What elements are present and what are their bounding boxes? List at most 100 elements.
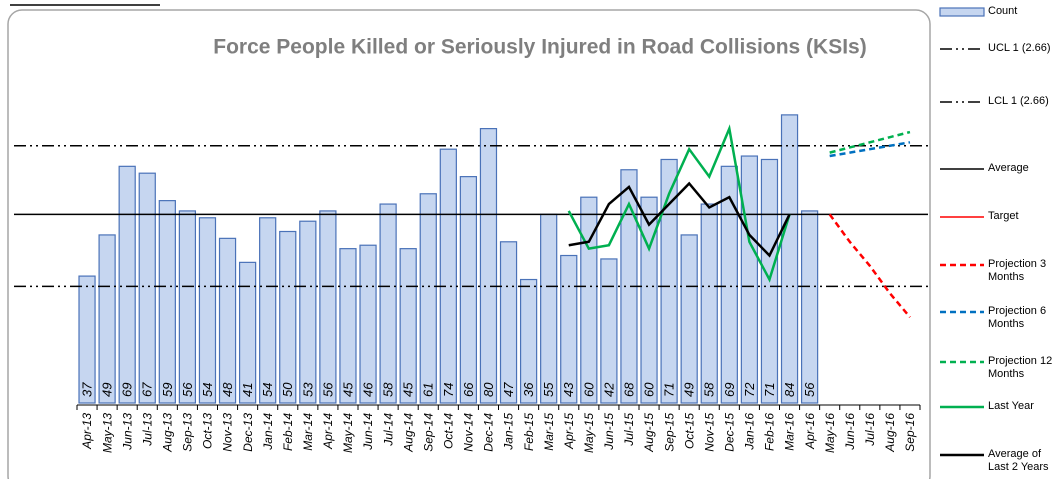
bar	[339, 248, 357, 404]
bar	[379, 203, 397, 404]
data-label: 69	[722, 383, 737, 397]
data-label: 41	[240, 383, 255, 397]
data-label: 53	[300, 382, 315, 397]
legend-label: UCL 1 (2.66)	[988, 42, 1051, 54]
x-tick-label: Oct-14	[441, 413, 455, 449]
legend-label: Projection 3 Months	[988, 258, 1047, 283]
chart-frame	[7, 9, 931, 479]
bar	[560, 254, 578, 404]
series-line	[829, 141, 911, 158]
bar	[439, 148, 457, 404]
x-tick-label: Feb-15	[522, 413, 536, 451]
x-tick-label: Sep-15	[662, 413, 676, 452]
x-tick-label: May-16	[823, 413, 837, 453]
bar	[259, 217, 277, 404]
x-tick-label: Jun-13	[120, 413, 134, 451]
data-label: 84	[782, 383, 797, 397]
bar	[98, 234, 116, 404]
bar	[78, 275, 96, 404]
x-tick-label: Sep-14	[421, 413, 435, 452]
bar	[138, 172, 156, 404]
data-label: 37	[79, 382, 94, 397]
x-tick-label: Feb-14	[281, 413, 295, 451]
bar	[780, 114, 799, 404]
data-label: 67	[140, 382, 155, 397]
x-tick-label: Jun-16	[843, 413, 857, 451]
series-line	[829, 130, 911, 154]
x-tick-label: Jan-16	[743, 413, 757, 451]
bar	[600, 258, 618, 404]
data-label: 72	[742, 382, 757, 397]
data-label: 46	[360, 382, 375, 397]
x-tick-label: Dec-14	[482, 413, 496, 452]
data-label: 69	[120, 383, 135, 397]
data-label: 60	[641, 382, 656, 397]
bar	[459, 176, 478, 404]
legend-label: Projection 6 Months	[988, 305, 1047, 330]
data-label: 80	[481, 382, 496, 397]
x-tick-label: Nov-13	[221, 413, 235, 452]
x-tick-label: Dec-13	[241, 413, 255, 452]
legend-label: Target	[988, 210, 1019, 222]
data-label: 50	[280, 382, 295, 397]
bar	[419, 193, 437, 404]
x-tick-label: Mar-16	[783, 413, 797, 451]
x-tick-label: Jan-14	[261, 413, 275, 451]
data-label: 56	[180, 382, 195, 397]
x-tick-label: Apr-15	[562, 413, 576, 450]
x-tick-label: Mar-15	[542, 413, 556, 451]
data-label: 66	[461, 382, 476, 397]
bar	[218, 237, 237, 404]
series-line	[568, 181, 791, 258]
x-tick-label: Jan-15	[502, 413, 516, 451]
legend-label: Average of Last 2 Years	[988, 448, 1049, 473]
legend-label: Average	[988, 162, 1029, 174]
bar	[319, 210, 337, 404]
x-tick-label: Nov-14	[462, 413, 476, 452]
bar	[359, 244, 377, 404]
x-tick-label: Feb-16	[763, 413, 777, 451]
bar	[279, 230, 297, 404]
data-label: 47	[501, 382, 516, 397]
data-label: 60	[581, 382, 596, 397]
data-label: 36	[521, 382, 536, 397]
data-label: 48	[220, 382, 235, 397]
data-label: 54	[260, 383, 275, 397]
x-tick-label: Apr-14	[321, 413, 335, 450]
x-tick-label: Dec-15	[722, 413, 736, 452]
x-tick-label: May-15	[582, 413, 596, 453]
x-tick-label: Jun-14	[361, 413, 375, 451]
x-tick-label: Jun-15	[602, 413, 616, 451]
bar	[499, 241, 518, 404]
bar	[680, 234, 698, 404]
bar	[740, 155, 759, 404]
x-tick-label: May-13	[100, 413, 114, 453]
bar	[519, 278, 538, 404]
bar	[580, 196, 598, 404]
x-tick-label: Jul-14	[381, 413, 395, 447]
data-label: 59	[160, 383, 175, 397]
legend-label: LCL 1 (2.66)	[988, 95, 1049, 107]
bar	[399, 248, 417, 404]
data-label: 42	[601, 382, 616, 397]
x-tick-label: Nov-15	[702, 413, 716, 452]
data-label: 74	[441, 383, 456, 397]
series-line	[567, 124, 791, 283]
x-tick-label: Jul-13	[140, 413, 154, 447]
x-tick-label: Jul-15	[622, 413, 636, 447]
data-label: 56	[320, 382, 335, 397]
bar	[158, 200, 176, 404]
bar	[700, 203, 718, 404]
bar	[660, 158, 678, 404]
data-label: 45	[340, 382, 355, 397]
data-label: 43	[561, 382, 576, 397]
bar	[118, 165, 136, 404]
x-tick-label: Oct-13	[201, 413, 215, 449]
x-tick-label: Jul-16	[863, 413, 877, 447]
x-tick-label: Aug-14	[401, 413, 415, 453]
data-label: 58	[702, 382, 717, 397]
legend-swatch	[939, 7, 985, 17]
data-label: 49	[682, 383, 697, 397]
